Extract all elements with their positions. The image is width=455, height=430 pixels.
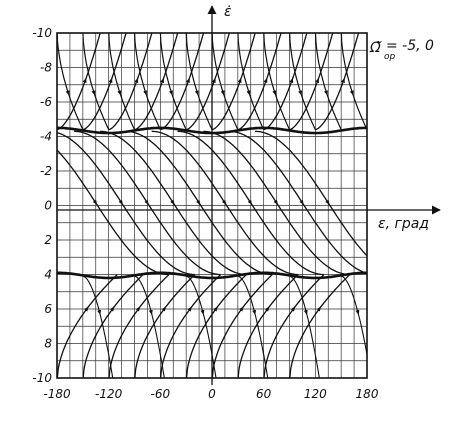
trajectory-lower-rising xyxy=(237,274,299,378)
trajectory-lower-rising xyxy=(289,274,351,378)
trajectory-upper-rising xyxy=(263,33,308,131)
trajectory-top-falling xyxy=(185,33,213,130)
trajectory-top-falling xyxy=(289,33,316,130)
y-tick-label: 6 xyxy=(44,302,52,316)
trajectory-top-falling xyxy=(237,33,265,130)
trajectory-top-falling xyxy=(57,33,84,130)
trajectory-lower-falling xyxy=(82,275,114,378)
y-tick-label: -2 xyxy=(40,164,52,178)
annotation-symbol: Ω̃ xyxy=(369,40,382,56)
trajectory-lower-falling xyxy=(289,275,320,378)
trajectory-lower-falling xyxy=(186,275,217,378)
y-tick-label: -10 xyxy=(32,371,52,385)
trajectory-upper-rising xyxy=(315,33,360,131)
y-tick-label: -8 xyxy=(40,61,52,75)
y-tick-label: 8 xyxy=(44,337,52,351)
trajectory-lower-rising xyxy=(57,274,118,378)
trajectory-lower-rising xyxy=(211,274,273,378)
trajectory-lower-rising xyxy=(185,274,247,378)
x-tick-label: -60 xyxy=(151,387,171,401)
x-axis-label: ε, град xyxy=(378,216,429,232)
x-tick-label: -120 xyxy=(95,387,123,401)
trajectory-upper-rising xyxy=(57,33,101,131)
trajectory-upper-rising xyxy=(289,33,334,131)
trajectory-upper-rising xyxy=(108,33,153,131)
x-tick-label: 180 xyxy=(356,387,379,401)
x-tick-label: 120 xyxy=(304,387,327,401)
trajectory-top-falling xyxy=(108,33,136,130)
y-tick-label: -10 xyxy=(32,26,52,40)
trajectory-top-falling xyxy=(82,33,110,130)
trajectory-upper-rising xyxy=(160,33,205,131)
trajectory-top-falling xyxy=(134,33,161,130)
annotation-subscript: ор xyxy=(384,52,396,62)
x-tick-labels: -180 -120 -60 0 60 120 180 xyxy=(43,387,378,401)
trajectory-lower-rising xyxy=(82,274,144,378)
trajectory-lower-falling xyxy=(237,275,269,378)
trajectory-top-falling xyxy=(211,33,239,130)
trajectory-lower-rising xyxy=(263,274,325,378)
trajectory-top-falling xyxy=(263,33,291,130)
x-tick-label: 60 xyxy=(256,387,272,401)
parameter-annotation: Ω̃ ор = -5, 0 xyxy=(369,38,434,62)
y-tick-labels: -10 8 6 4 2 0 -2 -4 -6 -8 -10 xyxy=(32,26,52,385)
trajectory-upper-rising xyxy=(82,33,127,131)
y-tick-label: -6 xyxy=(40,95,52,109)
trajectory-lower-rising xyxy=(108,274,170,378)
trajectory-top-falling xyxy=(159,33,187,130)
trajectory-lower-falling xyxy=(134,275,165,378)
x-tick-label: 0 xyxy=(208,387,216,401)
trajectory-upper-rising xyxy=(211,33,256,131)
y-tick-label: 2 xyxy=(44,233,52,247)
annotation-value: = -5, 0 xyxy=(386,38,434,54)
trajectory-upper-rising xyxy=(134,33,179,131)
y-axis-label: ε̇ xyxy=(224,4,232,20)
trajectory-upper-rising xyxy=(237,33,282,131)
trajectory-upper-rising xyxy=(186,33,230,131)
trajectory-top-falling xyxy=(314,33,342,130)
y-tick-label: 4 xyxy=(44,268,52,282)
x-tick-label: -180 xyxy=(43,387,71,401)
y-tick-label: 0 xyxy=(44,199,52,213)
trajectory-top-falling xyxy=(340,33,367,130)
y-tick-label: -4 xyxy=(40,130,52,144)
trajectory-lower-rising xyxy=(134,274,196,378)
